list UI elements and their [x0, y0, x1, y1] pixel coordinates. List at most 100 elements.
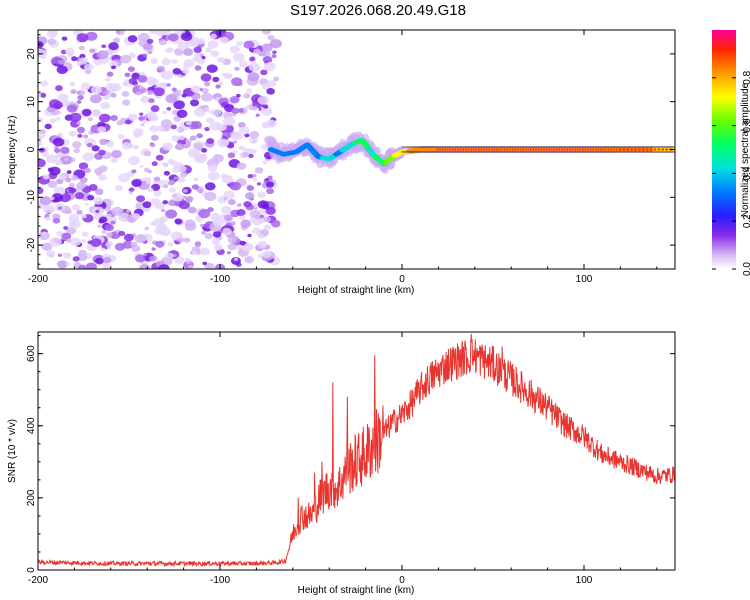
- noise-blob: [185, 120, 192, 126]
- noise-blob: [244, 256, 254, 264]
- noise-blob: [132, 144, 139, 150]
- noise-blob: [57, 206, 63, 210]
- noise-blob: [110, 92, 117, 98]
- noise-blob: [251, 106, 258, 111]
- noise-blob: [222, 175, 234, 184]
- noise-blob: [261, 43, 273, 52]
- chart-title: S197.2026.068.20.49.G18: [290, 2, 466, 19]
- bottom-x-axis-label: Height of straight line (km): [298, 585, 415, 596]
- noise-blob: [265, 119, 277, 128]
- noise-blob: [136, 195, 146, 203]
- noise-blob: [201, 88, 209, 94]
- noise-blob: [267, 175, 273, 180]
- noise-blob: [160, 208, 166, 213]
- noise-blob: [42, 174, 50, 180]
- noise-blob: [83, 167, 91, 174]
- noise-blob: [231, 107, 240, 115]
- noise-blob: [150, 183, 161, 191]
- snr-panel: -200 -100 0 100 0 200 400 600 Height of straigh…: [7, 331, 676, 596]
- noise-blob: [140, 95, 150, 104]
- noise-blob: [171, 135, 180, 142]
- noise-blob: [264, 178, 269, 182]
- noise-blob: [245, 105, 251, 110]
- top-y-axis-label: Frequency (Hz): [7, 116, 18, 185]
- noise-blob: [52, 217, 61, 224]
- noise-blob: [226, 142, 235, 149]
- noise-blob: [209, 33, 217, 39]
- noise-blob: [124, 119, 132, 125]
- noise-blob: [93, 197, 104, 205]
- noise-blob: [244, 192, 255, 200]
- noise-blob: [76, 121, 82, 125]
- noise-blob: [97, 224, 102, 229]
- noise-blob: [191, 121, 202, 130]
- noise-blob: [158, 179, 170, 188]
- noise-blob: [224, 214, 233, 222]
- noise-blob: [196, 133, 203, 139]
- noise-blob: [211, 108, 222, 117]
- noise-blob: [206, 137, 215, 145]
- noise-blob: [106, 246, 112, 250]
- noise-blob: [160, 119, 173, 128]
- noise-blob: [205, 47, 212, 53]
- noise-blob: [106, 213, 112, 218]
- noise-blob: [189, 135, 197, 141]
- noise-blob: [257, 200, 269, 209]
- bottom-x-tick-label: 100: [576, 575, 593, 586]
- noise-blob: [153, 87, 165, 97]
- noise-blob: [249, 216, 258, 223]
- noise-blob: [176, 176, 186, 183]
- noise-blob: [111, 149, 122, 159]
- noise-blob: [149, 125, 159, 133]
- noise-blob: [229, 96, 240, 104]
- noise-blob: [212, 218, 224, 227]
- noise-blob: [49, 237, 62, 247]
- noise-blob: [84, 202, 89, 206]
- noise-blob: [81, 231, 89, 237]
- noise-blob: [143, 150, 152, 157]
- noise-blob: [49, 99, 61, 109]
- noise-blob: [69, 112, 82, 123]
- noise-blob: [44, 123, 52, 130]
- noise-blob: [249, 56, 256, 62]
- colorbar-tick-label: 0.2: [742, 214, 750, 228]
- noise-blob: [194, 52, 201, 58]
- noise-blob: [249, 209, 261, 219]
- noise-blob: [198, 208, 211, 219]
- noise-blob: [204, 127, 210, 132]
- noise-blob: [236, 162, 247, 170]
- noise-blob: [81, 108, 92, 117]
- noise-blob: [139, 263, 151, 269]
- snr-series-line: [38, 333, 675, 568]
- noise-blob: [78, 57, 89, 65]
- noise-blob: [95, 172, 101, 176]
- noise-blob: [78, 162, 89, 170]
- noise-blob: [220, 36, 229, 44]
- noise-blob: [103, 256, 112, 264]
- noise-blob: [66, 170, 72, 174]
- noise-blob: [77, 253, 88, 262]
- top-y-tick-label: 0: [26, 146, 37, 152]
- noise-blob: [102, 90, 108, 95]
- noise-blob: [128, 113, 138, 121]
- noise-blob: [242, 152, 249, 158]
- noise-blob: [206, 117, 214, 124]
- noise-blob: [172, 166, 181, 173]
- noise-blob: [196, 57, 206, 65]
- noise-blob: [108, 60, 119, 69]
- noise-blob: [52, 137, 65, 147]
- noise-blob: [70, 237, 82, 246]
- colorbar-label: Normalized spectral amplitude: [740, 82, 750, 217]
- noise-blob: [221, 206, 232, 215]
- noise-blob: [191, 184, 200, 190]
- noise-blob: [173, 100, 185, 110]
- noise-blob: [79, 176, 88, 184]
- noise-blob: [174, 218, 183, 225]
- noise-blob: [206, 64, 218, 73]
- noise-blob: [90, 85, 102, 95]
- noise-blob: [111, 206, 124, 216]
- noise-blob: [204, 81, 211, 87]
- noise-blob: [156, 125, 165, 132]
